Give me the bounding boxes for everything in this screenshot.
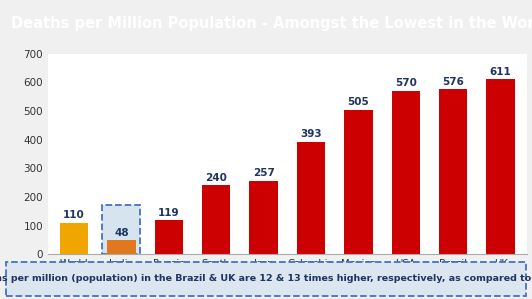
Text: 570: 570: [395, 78, 417, 89]
Text: 48: 48: [114, 228, 129, 238]
Text: 576: 576: [442, 77, 464, 87]
Text: 611: 611: [490, 67, 511, 77]
Text: 257: 257: [253, 168, 275, 178]
Text: 240: 240: [205, 173, 227, 183]
Text: Deaths per Million Population - Amongst the Lowest in the World: Deaths per Million Population - Amongst …: [11, 16, 532, 31]
Bar: [439, 89, 468, 254]
Text: Deaths per million (population) in the Brazil & UK are 12 & 13 times higher, res: Deaths per million (population) in the B…: [0, 274, 532, 283]
Bar: [392, 91, 420, 254]
Bar: [297, 142, 325, 254]
Text: 119: 119: [158, 208, 180, 217]
Bar: [344, 110, 372, 254]
Text: 110: 110: [63, 210, 85, 220]
Bar: [107, 240, 136, 254]
Bar: [202, 185, 230, 254]
Text: 393: 393: [300, 129, 322, 139]
FancyBboxPatch shape: [102, 205, 140, 254]
Bar: [250, 181, 278, 254]
Bar: [60, 223, 88, 254]
Bar: [154, 220, 183, 254]
Text: 505: 505: [347, 97, 369, 107]
Bar: [486, 79, 515, 254]
